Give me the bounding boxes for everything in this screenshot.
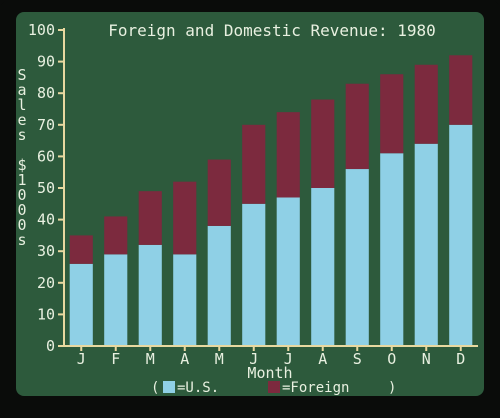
legend-label-us: =U.S. <box>177 380 219 396</box>
y-tick-label: 60 <box>37 147 55 165</box>
x-tick-label: D <box>456 350 465 368</box>
y-axis-label-char: e <box>17 111 26 129</box>
chart-title: Foreign and Domestic Revenue: 1980 <box>108 21 436 40</box>
bar-foreign <box>104 216 128 255</box>
y-axis-label-char: s <box>17 231 26 249</box>
legend-label-foreign: =Foreign <box>282 380 349 396</box>
y-tick-label: 20 <box>37 274 55 292</box>
bars <box>69 55 473 346</box>
y-tick-label: 0 <box>46 337 55 355</box>
y-tick-label: 100 <box>28 21 55 39</box>
x-tick-label: A <box>180 350 189 368</box>
legend-swatch-us <box>163 381 175 393</box>
bar-us <box>380 153 404 346</box>
y-axis-label-char: S <box>17 66 26 84</box>
x-tick-label: F <box>111 350 120 368</box>
bar-foreign <box>345 83 369 170</box>
legend-swatch-foreign <box>268 381 280 393</box>
y-axis-label-char: 1 <box>17 171 26 189</box>
y-axis-label-char: 0 <box>17 201 26 219</box>
y-tick-label: 10 <box>37 305 55 323</box>
x-tick-label: N <box>422 350 431 368</box>
x-axis-label: Month <box>247 364 292 382</box>
x-tick-label: J <box>284 350 293 368</box>
bar-foreign <box>207 159 231 226</box>
y-axis-label-char: $ <box>17 156 26 174</box>
x-tick-label: A <box>318 350 327 368</box>
y-tick-label: 70 <box>37 116 55 134</box>
x-tick-label: O <box>387 350 396 368</box>
bar-us <box>207 225 231 346</box>
y-axis-label-char: l <box>17 96 26 114</box>
bar-foreign <box>69 235 93 264</box>
bar-us <box>414 143 438 346</box>
y-axis-label-char: s <box>17 126 26 144</box>
y-tick-label: 30 <box>37 242 55 260</box>
bar-us <box>173 254 197 346</box>
bar-us <box>104 254 128 346</box>
bar-foreign <box>276 112 300 198</box>
y-tick-label: 40 <box>37 211 55 229</box>
bar-foreign <box>414 64 438 144</box>
bar-us <box>345 169 369 346</box>
bar-us <box>449 124 473 346</box>
x-tick-label: J <box>77 350 86 368</box>
bar-foreign <box>242 124 266 204</box>
bar-foreign <box>449 55 473 125</box>
bar-us <box>242 203 266 346</box>
y-tick-label: 90 <box>37 53 55 71</box>
x-tick-label: J <box>249 350 258 368</box>
y-axis-label-char: 0 <box>17 186 26 204</box>
bar-foreign <box>173 181 197 255</box>
y-axis-label-char: 0 <box>17 216 26 234</box>
legend: ( =U.S. =Foreign ) <box>151 380 396 396</box>
bar-us <box>138 244 162 346</box>
y-tick-label: 50 <box>37 179 55 197</box>
x-tick-label: M <box>215 350 224 368</box>
x-tick-label: M <box>146 350 155 368</box>
y-tick-label: 80 <box>37 84 55 102</box>
bar-foreign <box>138 191 162 245</box>
bar-us <box>276 197 300 346</box>
x-tick-label: S <box>353 350 362 368</box>
bar-us <box>311 188 335 346</box>
bar-us <box>69 263 93 346</box>
legend-open-paren: ( <box>151 380 159 396</box>
y-axis-label-char: a <box>17 81 26 99</box>
bar-foreign <box>380 74 404 154</box>
bar-foreign <box>311 99 335 188</box>
legend-close-paren: ) <box>388 380 396 396</box>
